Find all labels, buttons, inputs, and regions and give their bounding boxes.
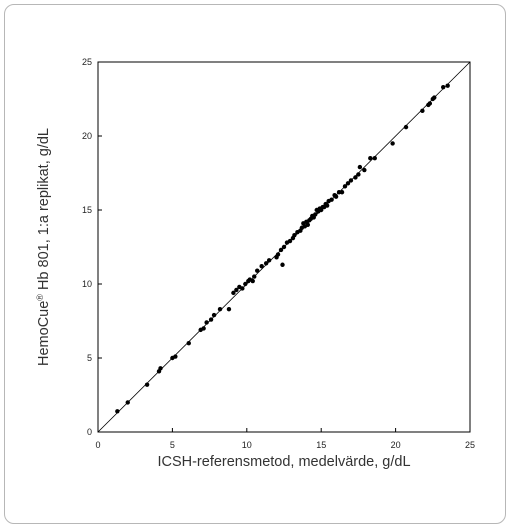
data-point [390, 141, 395, 146]
data-point [372, 156, 377, 161]
x-tick-label: 20 [391, 440, 401, 450]
plot-area-frame [97, 61, 471, 433]
data-point [275, 252, 281, 257]
x-tick-label: 10 [242, 440, 252, 450]
data-point [158, 366, 163, 371]
y-tick-label: 15 [82, 205, 92, 215]
data-point [420, 108, 425, 114]
y-tick-label: 0 [87, 427, 92, 437]
y-tick-label: 5 [87, 353, 92, 363]
y-tick-label: 20 [82, 131, 92, 141]
y-axis-ticks: 0 5 10 15 20 25 [82, 57, 102, 437]
x-tick-label: 0 [95, 440, 100, 450]
data-point [173, 354, 178, 359]
data-point [217, 306, 223, 312]
data-point [280, 262, 285, 267]
y-axis-label-registered-mark: ® [35, 294, 45, 301]
data-point [432, 95, 437, 100]
data-point [357, 164, 363, 170]
data-point [281, 244, 287, 250]
data-point [362, 167, 367, 173]
x-axis-ticks: 0 5 10 15 20 25 [95, 428, 475, 450]
data-point [201, 326, 206, 331]
data-point [115, 409, 120, 414]
data-points [115, 83, 450, 414]
y-axis-label-rest: Hb 801, 1:a replikat, g/dL [36, 128, 52, 294]
x-axis-label: ICSH-referensmetod, medelvärde, g/dL [157, 454, 410, 470]
data-point [234, 287, 239, 293]
x-tick-label: 15 [316, 440, 326, 450]
data-point [226, 306, 232, 312]
data-point [208, 317, 214, 322]
data-point [250, 278, 255, 284]
data-point [342, 184, 348, 189]
data-point [305, 222, 311, 227]
data-point [240, 286, 245, 291]
data-point [403, 124, 409, 130]
data-point [441, 84, 446, 90]
y-axis-label-brand: HemoCue [36, 301, 52, 366]
data-point [259, 264, 264, 269]
data-point [255, 268, 260, 273]
data-point [345, 181, 351, 186]
data-point [144, 382, 150, 387]
data-point [353, 175, 358, 180]
data-point [204, 320, 209, 325]
x-tick-label: 5 [170, 440, 175, 450]
x-tick-label: 25 [465, 440, 475, 450]
data-point [333, 194, 339, 199]
y-tick-label: 10 [82, 279, 92, 289]
data-point [324, 203, 330, 208]
y-axis-label: HemoCue® Hb 801, 1:a replikat, g/dL [35, 128, 52, 366]
data-point [339, 190, 345, 195]
y-tick-label: 25 [82, 57, 92, 67]
data-point [243, 281, 248, 287]
data-point [266, 258, 272, 263]
data-point [231, 290, 236, 296]
data-point [348, 178, 354, 183]
data-point [445, 83, 450, 88]
data-point [211, 312, 217, 318]
data-point [292, 232, 297, 238]
chart-card [4, 4, 506, 524]
data-point [263, 261, 269, 266]
data-point [329, 197, 334, 202]
data-point [186, 341, 191, 346]
data-point [252, 274, 257, 279]
data-point [125, 400, 130, 405]
data-point [287, 238, 293, 244]
data-point [427, 101, 433, 106]
data-point [313, 212, 318, 217]
data-point [356, 172, 361, 177]
data-point [278, 247, 284, 253]
scatter-chart: 0 5 10 15 20 25 0 5 10 15 20 25 ICSH-referensmetod… [35, 57, 475, 470]
data-point [368, 156, 373, 161]
